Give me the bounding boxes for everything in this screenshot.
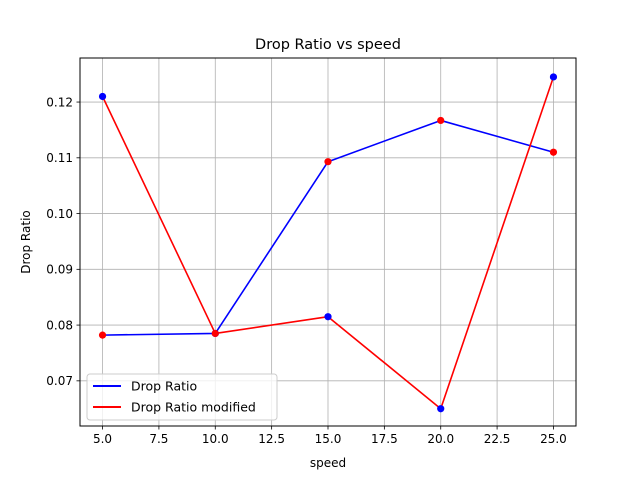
legend: Drop Ratio Drop Ratio modified [86,373,278,421]
x-axis-ticks: 5.0 7.5 10.0 12.5 15.0 17.5 20.0 22.5 25.0 [93,426,567,446]
legend-label-drop-ratio: Drop Ratio [131,379,197,394]
scatter-point [98,331,107,339]
x-tick-label: 7.5 [149,432,168,446]
x-tick-label: 15.0 [315,432,342,446]
y-tick-label: 0.12 [46,95,73,109]
x-axis-label: speed [310,456,346,470]
x-tick-label: 10.0 [202,432,229,446]
x-tick-label: 25.0 [540,432,567,446]
x-tick-label: 20.0 [427,432,454,446]
scatter-point [324,158,332,166]
scatter-point [211,329,219,338]
x-tick-label: 22.5 [484,432,511,446]
y-tick-label: 0.07 [46,374,73,388]
grid [80,58,576,426]
y-tick-label: 0.10 [46,207,73,221]
scatter-point [549,73,558,81]
scatter-point [437,116,445,125]
scatter-points [98,73,558,413]
legend-box [86,373,278,421]
scatter-point [437,405,445,413]
scatter-point [98,92,107,101]
y-tick-label: 0.09 [46,263,73,277]
y-tick-label: 0.08 [46,318,73,332]
x-tick-label: 12.5 [258,432,285,446]
y-axis-label: Drop Ratio [19,210,33,274]
x-tick-label: 5.0 [93,432,112,446]
legend-label-drop-ratio-modified: Drop Ratio modified [131,400,256,415]
x-tick-label: 17.5 [371,432,398,446]
y-tick-label: 0.11 [46,151,73,165]
y-axis-ticks: 0.07 0.08 0.09 0.10 0.11 0.12 [46,95,80,388]
scatter-point [324,313,332,321]
scatter-point [549,148,558,156]
chart-title: Drop Ratio vs speed [255,37,401,53]
